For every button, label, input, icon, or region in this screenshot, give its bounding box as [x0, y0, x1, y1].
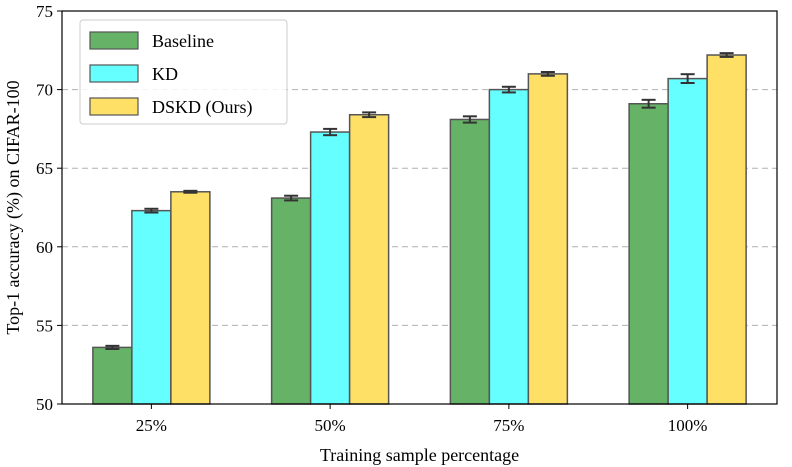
- legend-label: Baseline: [152, 31, 214, 51]
- bar: [667, 77, 708, 405]
- y-tick-label: 65: [36, 159, 53, 178]
- x-axis-ticks: 25% 50% 75% 100%: [136, 404, 708, 435]
- legend-label: KD: [152, 64, 178, 84]
- bar: [170, 191, 211, 405]
- bar: [309, 131, 351, 405]
- bar: [706, 54, 747, 405]
- x-tick-label: 50%: [315, 416, 346, 435]
- y-tick-label: 60: [36, 238, 53, 257]
- legend-swatch: [89, 31, 139, 50]
- bar: [348, 114, 390, 405]
- bar: [488, 88, 530, 405]
- y-tick-label: 75: [36, 2, 53, 21]
- bar: [527, 73, 569, 405]
- legend-label: DSKD (Ours): [152, 97, 253, 118]
- y-tick-label: 50: [36, 395, 53, 414]
- x-tick-label: 100%: [668, 416, 708, 435]
- error-bars: [105, 52, 734, 350]
- bar: [270, 197, 312, 405]
- y-tick-label: 70: [36, 81, 53, 100]
- bar: [628, 102, 669, 405]
- bar: [131, 209, 172, 405]
- legend-swatch: [89, 64, 139, 83]
- bar: [449, 118, 491, 405]
- legend: Baseline KD DSKD (Ours): [79, 19, 288, 125]
- bar: [92, 346, 133, 405]
- y-axis-ticks: 50 55 60 65 70 75: [36, 2, 62, 414]
- y-tick-label: 55: [36, 316, 53, 335]
- x-tick-label: 75%: [493, 416, 524, 435]
- x-axis-label: Training sample percentage: [320, 445, 519, 465]
- legend-swatch: [89, 97, 139, 116]
- y-axis-label: Top-1 accuracy (%) on CIFAR-100: [3, 80, 24, 334]
- x-tick-label: 25%: [136, 416, 167, 435]
- plot-frame: [61, 10, 778, 405]
